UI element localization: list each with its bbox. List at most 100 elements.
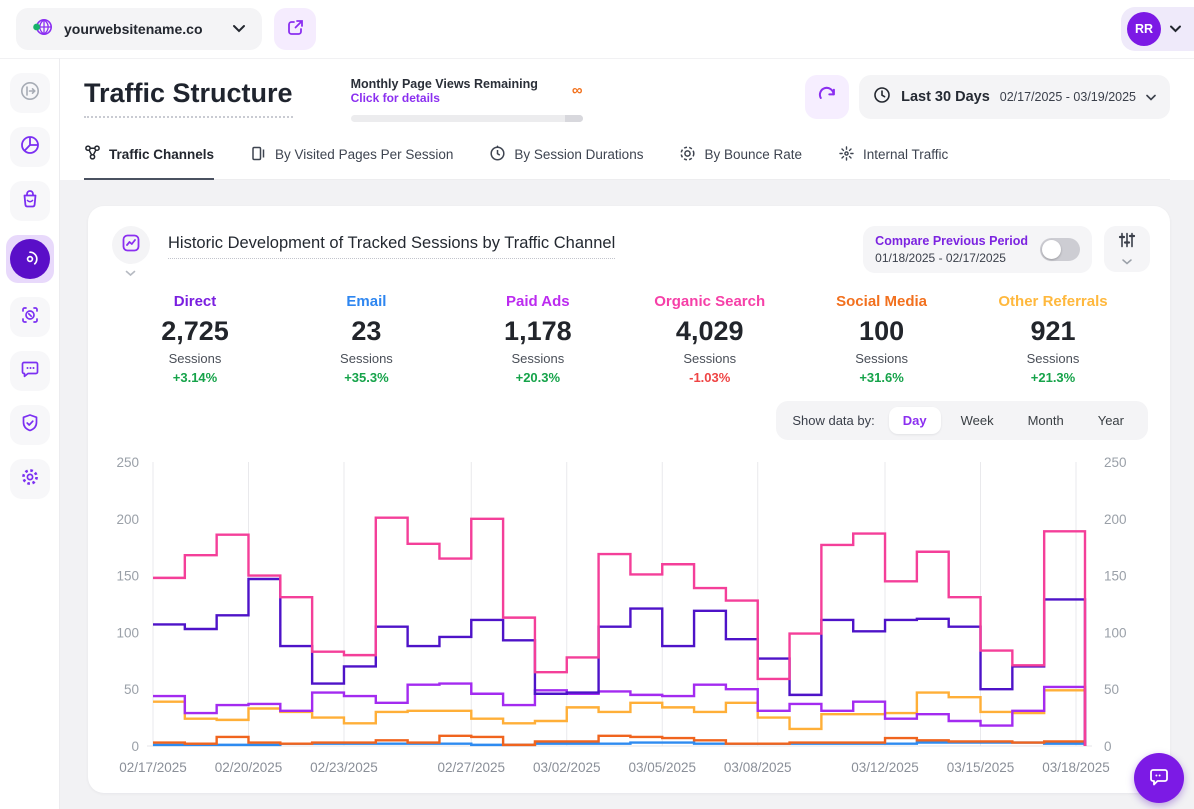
chevron-down-icon: [1146, 88, 1156, 106]
website-name: yourwebsitename.co: [64, 21, 203, 37]
period-range: 02/17/2025 - 03/19/2025: [999, 90, 1136, 104]
chevron-down-icon: [1122, 253, 1132, 268]
sidebar-item-settings[interactable]: [9, 459, 50, 499]
sidebar-collapse-button[interactable]: [9, 73, 50, 113]
granularity-year[interactable]: Year: [1097, 413, 1124, 428]
svg-text:250: 250: [1104, 455, 1127, 470]
usage-progress-fill: [564, 115, 583, 122]
refresh-button[interactable]: [805, 75, 850, 119]
stat-change: +31.6%: [859, 370, 904, 385]
chart-settings-button[interactable]: [1104, 226, 1150, 272]
main-header: Traffic Structure Monthly Page Views Rem…: [60, 59, 1194, 180]
chevron-down-icon: [232, 20, 246, 38]
card-title: Historic Development of Tracked Sessions…: [168, 234, 616, 259]
internal-burst-icon: [838, 145, 855, 165]
stat-social-media: Social Media 100 Sessions +31.6%: [827, 293, 937, 385]
sidebar-item-privacy[interactable]: [9, 405, 50, 445]
tab-label: By Bounce Rate: [704, 147, 803, 162]
svg-text:250: 250: [116, 455, 139, 470]
tab-label: Internal Traffic: [863, 147, 949, 162]
stat-sub: Sessions: [683, 351, 737, 366]
stat-value: 100: [859, 316, 905, 346]
svg-text:100: 100: [1104, 625, 1127, 640]
stat-change: +3.14%: [172, 370, 218, 385]
compare-label: Compare Previous Period: [875, 234, 1028, 248]
toggle-knob: [1042, 240, 1061, 259]
svg-text:150: 150: [116, 569, 139, 584]
topbar: yourwebsitename.co RR: [0, 0, 1194, 58]
stat-paid-ads: Paid Ads 1,178 Sessions +20.3%: [483, 293, 593, 385]
stat-value: 23: [351, 316, 382, 346]
svg-text:200: 200: [1104, 512, 1127, 527]
svg-text:150: 150: [1104, 569, 1127, 584]
stat-change: -1.03%: [689, 370, 731, 385]
svg-text:03/12/2025: 03/12/2025: [851, 760, 919, 775]
stat-sub: Sessions: [855, 351, 908, 366]
svg-text:02/27/2025: 02/27/2025: [437, 760, 505, 775]
svg-text:03/08/2025: 03/08/2025: [724, 760, 792, 775]
stat-sub: Sessions: [168, 351, 222, 366]
stat-label: Email: [346, 293, 387, 310]
usage-title: Monthly Page Views Remaining: [350, 77, 538, 91]
svg-text:02/23/2025: 02/23/2025: [310, 760, 378, 775]
svg-text:03/02/2025: 03/02/2025: [533, 760, 601, 775]
svg-text:50: 50: [1104, 682, 1119, 697]
show-data-by-label: Show data by:: [792, 413, 875, 428]
user-menu[interactable]: RR: [1121, 7, 1194, 51]
usage-progress-bar: [350, 115, 583, 122]
sessions-chart: 02/17/2025 02/20/2025 02/23/2025 02/27/2025…: [116, 455, 1127, 775]
usage-widget: Monthly Page Views Remaining Click for d…: [350, 77, 583, 122]
sidebar-item-ecommerce[interactable]: [9, 181, 50, 221]
sidebar-item-sessions[interactable]: [5, 235, 54, 283]
granularity-week[interactable]: Week: [960, 413, 994, 428]
avatar: RR: [1127, 12, 1161, 46]
settings-gear-icon: [19, 466, 41, 493]
stat-sub: Sessions: [511, 351, 565, 366]
stat-organic-search: Organic Search 4,029 Sessions -1.03%: [654, 293, 765, 385]
line-chart-icon: [121, 233, 141, 258]
stat-value: 2,725: [161, 316, 229, 346]
granularity-month[interactable]: Month: [1027, 413, 1064, 428]
date-range-picker[interactable]: Last 30 Days 02/17/2025 - 03/19/2025: [859, 75, 1170, 119]
sidebar-item-feedback[interactable]: [9, 351, 50, 391]
svg-text:03/05/2025: 03/05/2025: [628, 760, 696, 775]
card-chart-icon-button[interactable]: [112, 226, 150, 277]
compare-toggle[interactable]: [1040, 238, 1080, 261]
chat-bubble-icon: [19, 358, 41, 385]
stat-value: 1,178: [504, 316, 572, 346]
tab-traffic-channels[interactable]: Traffic Channels: [84, 144, 215, 180]
tab-label: By Visited Pages Per Session: [275, 147, 454, 162]
stat-change: +20.3%: [515, 370, 561, 385]
support-chat-button[interactable]: [1134, 753, 1184, 803]
content: Historic Development of Tracked Sessions…: [60, 180, 1194, 793]
tab-visited-pages[interactable]: By Visited Pages Per Session: [250, 144, 453, 179]
duration-clock-icon: [489, 144, 506, 165]
stat-direct: Direct 2,725 Sessions +3.14%: [140, 293, 250, 385]
tab-session-durations[interactable]: By Session Durations: [489, 144, 643, 179]
stat-value: 4,029: [675, 316, 744, 346]
chart-area: 02/17/2025 02/20/2025 02/23/2025 02/27/2025…: [88, 440, 1170, 785]
clock-icon: [873, 86, 891, 109]
svg-text:02/20/2025: 02/20/2025: [215, 760, 283, 775]
channels-nodes-icon: [84, 144, 101, 164]
svg-text:03/18/2025: 03/18/2025: [1042, 760, 1110, 775]
main-area: Traffic Structure Monthly Page Views Rem…: [60, 58, 1194, 809]
tab-internal-traffic[interactable]: Internal Traffic: [838, 144, 948, 179]
tab-label: Traffic Channels: [109, 146, 215, 162]
stat-label: Other Referrals: [998, 293, 1108, 310]
pie-chart-icon: [19, 134, 41, 161]
svg-text:0: 0: [131, 739, 139, 754]
open-external-button[interactable]: [274, 8, 316, 50]
sessions-card: Historic Development of Tracked Sessions…: [88, 206, 1170, 793]
stat-change: +35.3%: [344, 370, 389, 385]
refresh-icon: [817, 86, 837, 109]
page-title: Traffic Structure: [84, 78, 293, 118]
usage-details-link[interactable]: Click for details: [350, 91, 440, 105]
sidebar-item-dashboard[interactable]: [9, 127, 50, 167]
granularity-day[interactable]: Day: [888, 407, 941, 434]
website-selector[interactable]: yourwebsitename.co: [16, 8, 262, 50]
sidebar-item-recordings[interactable]: [9, 297, 50, 337]
svg-text:50: 50: [124, 682, 139, 697]
tab-bounce-rate[interactable]: By Bounce Rate: [679, 144, 802, 179]
